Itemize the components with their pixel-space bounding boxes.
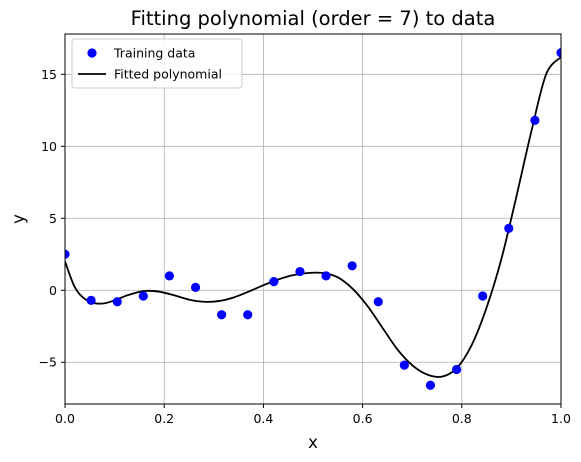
training-data-point [399, 360, 409, 370]
x-tick-label: 0.0 [55, 411, 75, 426]
legend: Training data Fitted polynomial [71, 38, 243, 89]
training-data-point [295, 266, 305, 277]
y-tick-label: 5 [49, 211, 57, 226]
training-data-point [425, 380, 436, 390]
training-data-point [347, 261, 357, 271]
training-data-point [321, 271, 331, 281]
training-data-point [217, 310, 227, 320]
training-data-point [530, 115, 540, 125]
x-tick-label: 1.0 [551, 411, 571, 426]
training-data-point [138, 291, 148, 301]
legend-marker-training-data [87, 48, 97, 58]
training-data-point [243, 310, 253, 320]
y-tick-label: 10 [41, 139, 57, 154]
y-tick-label: 15 [41, 67, 57, 82]
x-axis: 0.0 0.2 0.4 0.6 0.8 1.0 [55, 404, 571, 426]
y-axis: −5 0 5 10 15 [39, 67, 65, 370]
x-axis-label: x [308, 433, 318, 452]
training-data-point [269, 277, 279, 287]
x-tick-label: 0.4 [253, 411, 273, 426]
x-tick-label: 0.2 [154, 411, 174, 426]
x-tick-label: 0.6 [353, 411, 373, 426]
legend-box [71, 38, 243, 89]
chart-title: Fitting polynomial (order = 7) to data [131, 7, 496, 30]
training-data-point [164, 271, 175, 281]
training-data-point [86, 295, 96, 305]
training-data-point [451, 364, 462, 375]
training-data-point [190, 282, 201, 292]
y-tick-label: 0 [49, 283, 57, 298]
training-data-point [478, 291, 488, 301]
legend-label-training-data: Training data [113, 46, 195, 61]
training-data-point [112, 297, 122, 307]
training-data-point [373, 297, 383, 307]
training-data-point [556, 48, 561, 58]
plot-frame [64, 33, 562, 405]
y-tick-label: −5 [39, 355, 57, 370]
legend-label-fitted-polynomial: Fitted polynomial [114, 67, 222, 82]
plot-area [65, 48, 561, 390]
x-tick-label: 0.8 [452, 411, 472, 426]
y-axis-label: y [9, 214, 28, 224]
training-data-point [504, 223, 514, 233]
training-data-point [65, 249, 70, 259]
